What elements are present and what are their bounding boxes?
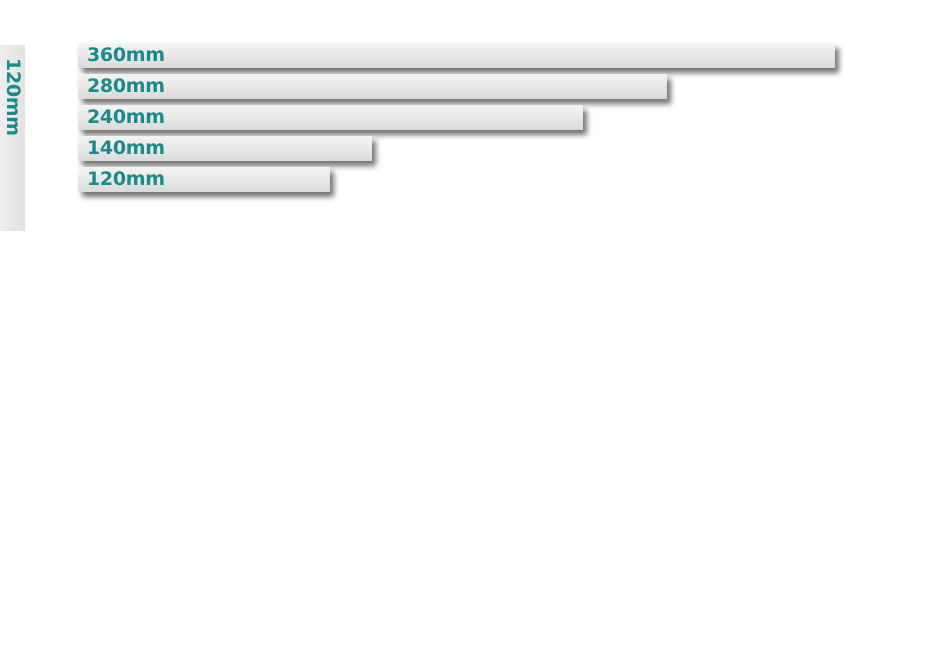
bar-label-2: 280mm xyxy=(87,75,165,97)
side-tab-label: 120mm xyxy=(2,58,24,136)
bar-label-4: 140mm xyxy=(87,137,165,159)
side-tab xyxy=(0,45,25,231)
bar-2 xyxy=(78,74,667,99)
bar-5 xyxy=(78,167,330,192)
bar-1 xyxy=(78,43,835,68)
bar-3 xyxy=(78,105,583,130)
bar-4 xyxy=(78,136,372,161)
bar-label-1: 360mm xyxy=(87,44,165,66)
bar-label-5: 120mm xyxy=(87,168,165,190)
bar-label-3: 240mm xyxy=(87,106,165,128)
